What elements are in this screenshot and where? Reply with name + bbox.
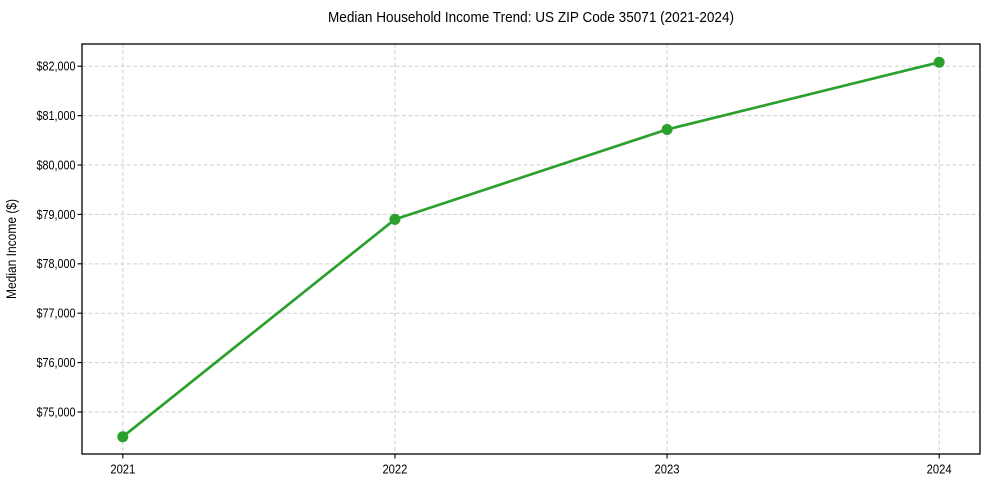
x-tick-label: 2023: [655, 462, 680, 477]
y-axis-label: Median Income ($): [4, 199, 19, 299]
series-layer: [117, 56, 945, 443]
y-tick-label: $76,000: [37, 355, 76, 370]
x-tick-label: 2024: [927, 462, 952, 477]
data-point-2022: [389, 213, 401, 225]
income-trend-line: [121, 60, 941, 439]
x-tick-label: 2022: [382, 462, 407, 477]
y-tick-label: $82,000: [37, 59, 76, 74]
y-tick-label: $75,000: [37, 404, 76, 419]
y-tick-label: $80,000: [37, 157, 76, 172]
y-tick-label: $77,000: [37, 306, 76, 321]
chart-title: Median Household Income Trend: US ZIP Co…: [328, 9, 734, 26]
y-tick-label: $79,000: [37, 207, 76, 222]
data-point-2021: [117, 431, 129, 443]
y-tick-label: $78,000: [37, 256, 76, 271]
y-tick-label: $81,000: [37, 108, 76, 123]
axes-layer: $75,000 $76,000 $77,000 $78,000 $79,000 $80,0…: [37, 43, 981, 477]
grid-layer: [82, 44, 980, 454]
plot-border: [81, 43, 981, 455]
x-tick-label: 2021: [110, 462, 135, 477]
data-point-2023: [661, 123, 673, 135]
data-point-2024: [933, 56, 945, 68]
